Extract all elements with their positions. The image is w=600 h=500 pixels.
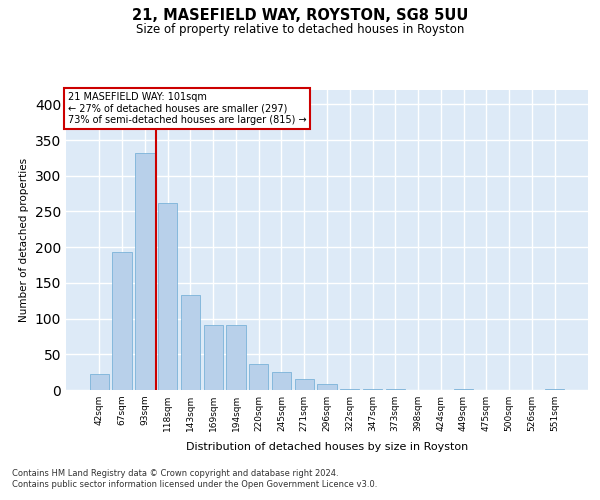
Bar [112, 252, 132, 390]
Bar [226, 325, 245, 390]
Text: Distribution of detached houses by size in Royston: Distribution of detached houses by size … [186, 442, 468, 452]
Bar [317, 384, 337, 390]
Bar [340, 388, 359, 390]
Bar [158, 203, 178, 390]
Text: Contains public sector information licensed under the Open Government Licence v3: Contains public sector information licen… [12, 480, 377, 489]
Bar [249, 364, 268, 390]
Y-axis label: Number of detached properties: Number of detached properties [19, 158, 29, 322]
Text: 21, MASEFIELD WAY, ROYSTON, SG8 5UU: 21, MASEFIELD WAY, ROYSTON, SG8 5UU [132, 8, 468, 22]
Bar [90, 374, 109, 390]
Text: Size of property relative to detached houses in Royston: Size of property relative to detached ho… [136, 22, 464, 36]
Text: Contains HM Land Registry data © Crown copyright and database right 2024.: Contains HM Land Registry data © Crown c… [12, 468, 338, 477]
Text: 21 MASEFIELD WAY: 101sqm
← 27% of detached houses are smaller (297)
73% of semi-: 21 MASEFIELD WAY: 101sqm ← 27% of detach… [68, 92, 306, 124]
Bar [203, 325, 223, 390]
Bar [295, 378, 314, 390]
Bar [135, 153, 155, 390]
Bar [272, 372, 291, 390]
Bar [181, 295, 200, 390]
